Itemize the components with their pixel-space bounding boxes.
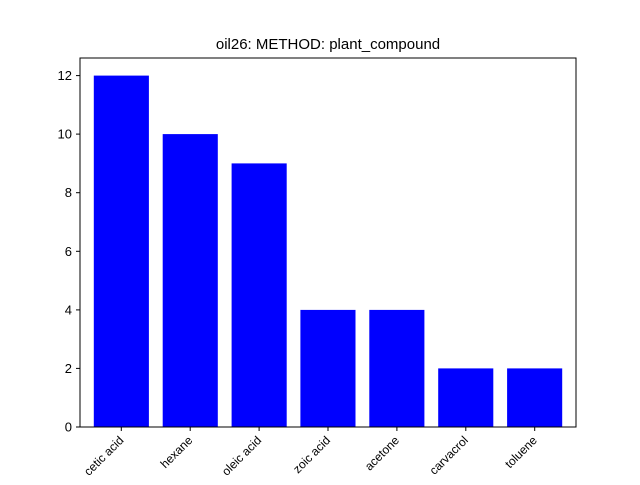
x-tick-label: oleic acid <box>219 433 264 478</box>
chart-title: oil26: METHOD: plant_compound <box>216 36 440 53</box>
y-axis: 0 2 4 6 8 10 12 <box>58 68 80 435</box>
x-axis: cetic acid hexane oleic acid zoic acid aceto… <box>81 427 540 478</box>
x-tick-label: hexane <box>158 433 196 471</box>
bars-group <box>93 75 563 427</box>
plot-frame <box>79 57 577 428</box>
bar <box>507 368 563 427</box>
y-tick-label: 8 <box>65 185 72 200</box>
bar <box>93 75 149 427</box>
bar <box>300 309 356 427</box>
x-tick-label: cetic acid <box>81 433 126 478</box>
x-tick-label: carvacrol <box>427 433 471 477</box>
bar <box>438 368 494 427</box>
x-tick-label: acetone <box>362 433 402 473</box>
x-tick-label: zoic acid <box>290 433 333 476</box>
x-tick-label: toluene <box>502 433 540 471</box>
y-tick-label: 6 <box>65 244 72 259</box>
y-tick-label: 0 <box>65 420 72 435</box>
y-tick-label: 10 <box>58 127 72 142</box>
y-tick-label: 2 <box>65 361 72 376</box>
bar <box>162 134 218 427</box>
bar <box>369 309 425 427</box>
y-tick-label: 4 <box>65 302 72 317</box>
bar <box>231 163 287 427</box>
y-tick-label: 12 <box>58 68 72 83</box>
